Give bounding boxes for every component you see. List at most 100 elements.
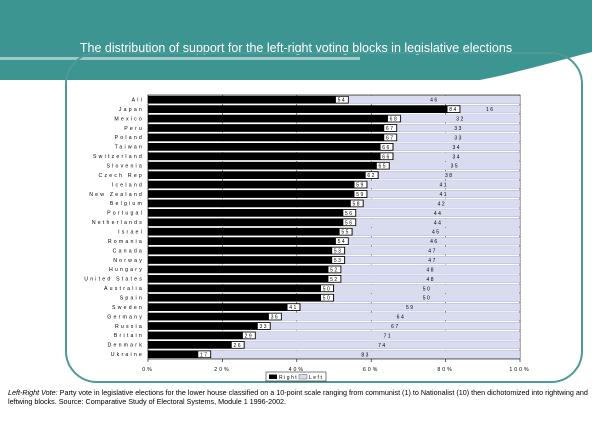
bar-left [348,95,521,104]
bar-right [148,293,334,302]
right-label-bg [268,313,281,320]
right-label-bg [387,115,400,122]
bar-right [148,284,334,293]
left-value-label: 46 [430,98,439,104]
bar-left [393,142,521,151]
left-value-label: 32 [456,117,465,123]
right-label-bg [332,257,345,263]
right-label-bg [380,153,393,160]
legend-swatch-right [269,374,277,379]
bar-left [367,180,521,189]
right-value-label: 26 [233,343,242,349]
category-label: Japan [119,107,144,113]
left-value-label: 48 [426,267,435,273]
right-label-bg [242,332,255,339]
right-label-bg [287,304,300,311]
category-label: Iceland [112,182,144,188]
bar-right [148,133,398,142]
bar-left [363,199,521,208]
category-label: Sweden [112,305,144,311]
right-label-bg [321,294,333,301]
bar-right [148,95,349,104]
x-tick-label: 20% [214,367,230,373]
right-value-label: 53 [334,258,343,264]
bar-left [356,208,521,217]
right-value-label: 59 [356,183,365,189]
bar-right [148,322,271,330]
title-band-fill [0,0,592,80]
right-value-label: 52 [330,277,339,283]
footnote: Left-Right Vote: Party vote in legislati… [8,388,588,406]
bar-right [148,124,398,132]
bar-right [148,350,212,359]
bar-left [300,303,521,312]
category-label: Poland [115,135,144,141]
right-value-label: 67 [386,126,395,132]
category-label: Ukraine [111,352,144,358]
right-value-label: 66 [382,145,391,151]
category-label: United States [84,277,144,283]
bar-right [148,312,282,321]
right-value-label: 67 [386,135,395,141]
x-tick-label: 0% [142,367,154,373]
content-frame [65,52,583,383]
category-label: Israel [118,230,144,236]
slide-title: The distribution of support for the left… [79,41,513,55]
x-tick-label: 60% [363,367,379,373]
bar-left [356,218,521,227]
bar-left [397,123,521,133]
left-value-label: 64 [397,315,406,321]
right-label-bg [343,209,356,216]
right-label-bg [328,275,341,282]
right-value-label: 54 [338,239,347,245]
right-label-bg [321,285,333,292]
category-label: Peru [124,126,144,132]
right-label-bg [384,125,397,131]
bar-left [460,105,521,114]
right-value-label: 62 [367,173,376,179]
bar-left [244,340,521,349]
accent-line [0,57,360,60]
right-value-label: 17 [200,352,209,358]
right-value-label: 36 [271,315,280,321]
bar-left [281,312,521,321]
bar-right [148,265,342,274]
right-value-label: 58 [352,201,361,207]
right-label-bg [365,172,378,179]
bar-left [255,331,521,340]
bar-left [393,152,521,161]
right-label-bg [198,351,211,358]
left-value-label: 45 [432,230,441,236]
category-label: Romania [108,239,144,245]
legend-swatch-left [298,374,308,380]
bar-left [397,133,521,142]
right-label-bg [335,238,348,245]
right-value-label: 65 [379,164,388,170]
x-tick-label: 80% [437,367,453,373]
left-value-label: 33 [454,126,463,132]
bar-right [148,199,364,208]
right-label-bg [376,162,389,169]
bar-left [270,321,521,331]
category-label: Britain [114,333,144,339]
right-value-label: 52 [330,267,339,273]
category-label: Belgium [110,201,144,207]
right-label-bg [343,219,356,226]
category-label: Slovenia [107,164,145,170]
left-value-label: 47 [428,249,437,255]
bar-right [148,274,342,283]
bar-right [148,171,379,180]
category-label: Germany [107,314,144,320]
category-label: New Zealand [89,192,144,198]
category-label: All [132,98,144,104]
right-label-bg [350,200,363,207]
right-label-bg [328,266,341,273]
category-label: Australia [104,286,144,292]
bar-right [148,246,346,255]
legend-label-left: Left [309,375,323,381]
left-value-label: 35 [451,164,460,170]
legend-layer: Right Left [265,371,327,382]
left-value-label: 41 [439,192,448,198]
left-value-label: 50 [423,296,432,302]
category-label: Canada [113,248,144,254]
